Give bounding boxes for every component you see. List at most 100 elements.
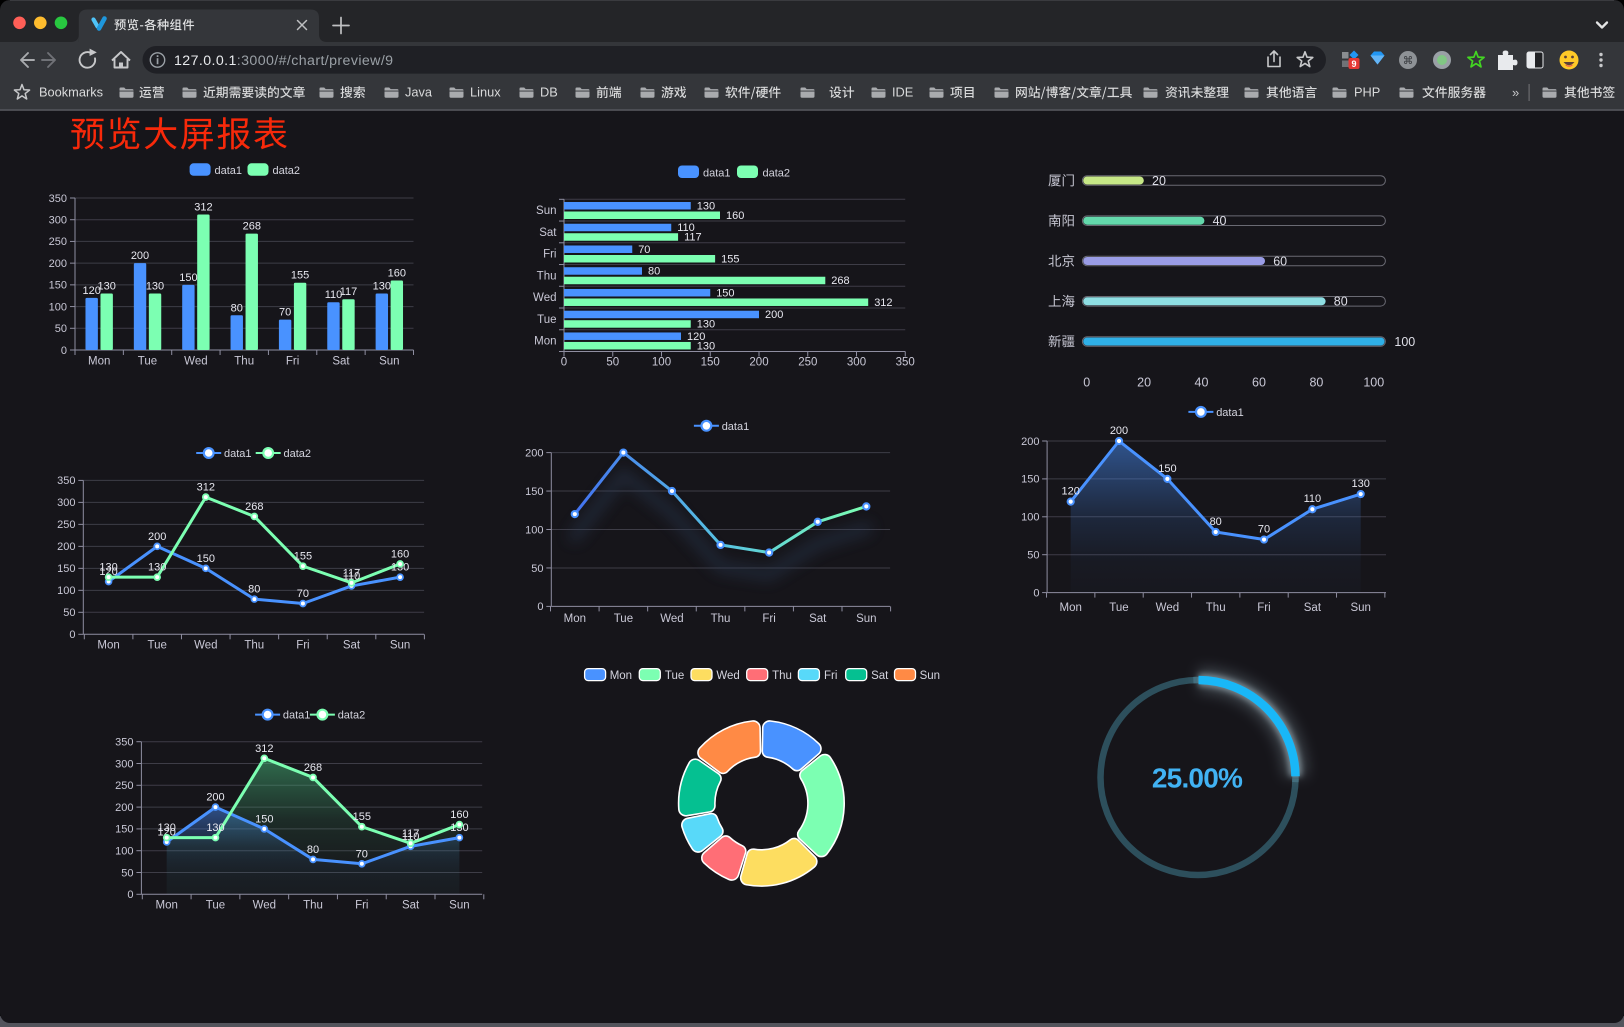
- svg-text:100: 100: [1394, 335, 1415, 349]
- svg-text:117: 117: [343, 567, 361, 579]
- svg-text:40: 40: [1213, 214, 1227, 228]
- svg-text:130: 130: [146, 281, 164, 293]
- svg-text:Thu: Thu: [537, 270, 557, 282]
- svg-text:Tue: Tue: [138, 356, 157, 368]
- svg-text:data1: data1: [722, 421, 750, 433]
- svg-text:200: 200: [57, 541, 75, 553]
- svg-text:Wed: Wed: [716, 670, 739, 682]
- svg-text:130: 130: [1352, 478, 1370, 490]
- svg-text:350: 350: [896, 357, 915, 369]
- svg-text:data1: data1: [224, 448, 252, 460]
- svg-text:100: 100: [49, 301, 67, 313]
- svg-text:200: 200: [1021, 436, 1039, 448]
- svg-text:data1: data1: [283, 710, 311, 722]
- svg-text:Sun: Sun: [390, 640, 410, 652]
- svg-text:200: 200: [206, 792, 224, 804]
- svg-text:Sat: Sat: [1304, 602, 1322, 614]
- svg-text:Sun: Sun: [449, 900, 469, 912]
- svg-text:200: 200: [131, 250, 149, 262]
- svg-text:150: 150: [716, 288, 734, 300]
- svg-text:Fri: Fri: [543, 249, 556, 261]
- svg-text:250: 250: [57, 519, 75, 531]
- svg-text:80: 80: [648, 266, 660, 278]
- svg-text:0: 0: [61, 345, 67, 357]
- svg-text:268: 268: [245, 501, 263, 513]
- svg-text:250: 250: [115, 780, 133, 792]
- svg-text:312: 312: [255, 743, 273, 755]
- svg-text:Sat: Sat: [343, 640, 361, 652]
- svg-text:Bookmarks: Bookmarks: [39, 85, 103, 100]
- svg-text:50: 50: [1027, 550, 1039, 562]
- svg-text:data2: data2: [284, 448, 312, 460]
- svg-text:80: 80: [231, 302, 243, 314]
- svg-text:155: 155: [353, 811, 371, 823]
- svg-text:data2: data2: [763, 167, 791, 179]
- svg-text:Fri: Fri: [762, 613, 775, 625]
- svg-text:120: 120: [158, 827, 176, 839]
- svg-text:Tue: Tue: [1109, 602, 1128, 614]
- svg-text:Wed: Wed: [533, 292, 556, 304]
- svg-text:data1: data1: [215, 165, 243, 177]
- svg-text:⌘: ⌘: [1403, 55, 1414, 67]
- svg-text:0: 0: [69, 629, 75, 641]
- svg-text:130: 130: [148, 562, 166, 574]
- svg-text:80: 80: [307, 844, 319, 856]
- svg-text:200: 200: [49, 258, 67, 270]
- svg-text:50: 50: [531, 563, 543, 575]
- svg-text:0: 0: [561, 357, 567, 369]
- svg-text:80: 80: [1334, 295, 1348, 309]
- svg-text:160: 160: [726, 210, 744, 222]
- svg-text:100: 100: [57, 585, 75, 597]
- svg-text:40: 40: [1195, 376, 1209, 390]
- svg-text:130: 130: [98, 281, 116, 293]
- svg-text:200: 200: [525, 447, 543, 459]
- svg-text:155: 155: [721, 254, 739, 266]
- svg-text:200: 200: [1110, 425, 1128, 437]
- svg-text:300: 300: [57, 497, 75, 509]
- svg-text:300: 300: [49, 215, 67, 227]
- svg-text:100: 100: [525, 524, 543, 536]
- svg-text:80: 80: [1309, 376, 1323, 390]
- svg-text:Sat: Sat: [539, 227, 557, 239]
- svg-text:Fri: Fri: [355, 900, 368, 912]
- svg-text:110: 110: [677, 222, 695, 234]
- svg-text:Tue: Tue: [665, 670, 684, 682]
- svg-text:Thu: Thu: [234, 356, 254, 368]
- svg-text:Fri: Fri: [296, 640, 309, 652]
- svg-text:Sun: Sun: [920, 670, 940, 682]
- svg-text:25.00%: 25.00%: [1152, 762, 1243, 793]
- svg-text:70: 70: [297, 588, 309, 600]
- svg-text:312: 312: [197, 482, 215, 494]
- svg-text:150: 150: [115, 824, 133, 836]
- svg-text:Mon: Mon: [88, 356, 110, 368]
- svg-text:155: 155: [291, 270, 309, 282]
- svg-text:110: 110: [402, 831, 420, 843]
- svg-text:300: 300: [115, 758, 133, 770]
- svg-text:100: 100: [652, 357, 671, 369]
- svg-text:130: 130: [697, 341, 715, 353]
- svg-text:Sat: Sat: [332, 356, 350, 368]
- svg-text:130: 130: [206, 822, 224, 834]
- svg-text:120: 120: [687, 331, 705, 343]
- svg-text:150: 150: [255, 813, 273, 825]
- svg-text:DB: DB: [540, 85, 558, 100]
- svg-text:Mon: Mon: [564, 613, 586, 625]
- svg-text:Sat: Sat: [402, 900, 420, 912]
- svg-text:130: 130: [158, 822, 176, 834]
- svg-text:Thu: Thu: [244, 640, 264, 652]
- svg-text:Sun: Sun: [379, 356, 399, 368]
- svg-text:200: 200: [148, 531, 166, 543]
- svg-text:200: 200: [115, 802, 133, 814]
- svg-text:100: 100: [115, 846, 133, 858]
- svg-text:200: 200: [765, 309, 783, 321]
- svg-text:250: 250: [49, 236, 67, 248]
- svg-text:110: 110: [325, 289, 343, 301]
- svg-text:0: 0: [537, 601, 543, 613]
- svg-text:50: 50: [55, 323, 67, 335]
- svg-text:130: 130: [99, 562, 117, 574]
- svg-text:Linux: Linux: [470, 85, 501, 100]
- svg-text:160: 160: [391, 548, 409, 560]
- svg-text:70: 70: [1258, 524, 1270, 536]
- svg-text:60: 60: [1252, 376, 1266, 390]
- svg-text:80: 80: [1210, 516, 1222, 528]
